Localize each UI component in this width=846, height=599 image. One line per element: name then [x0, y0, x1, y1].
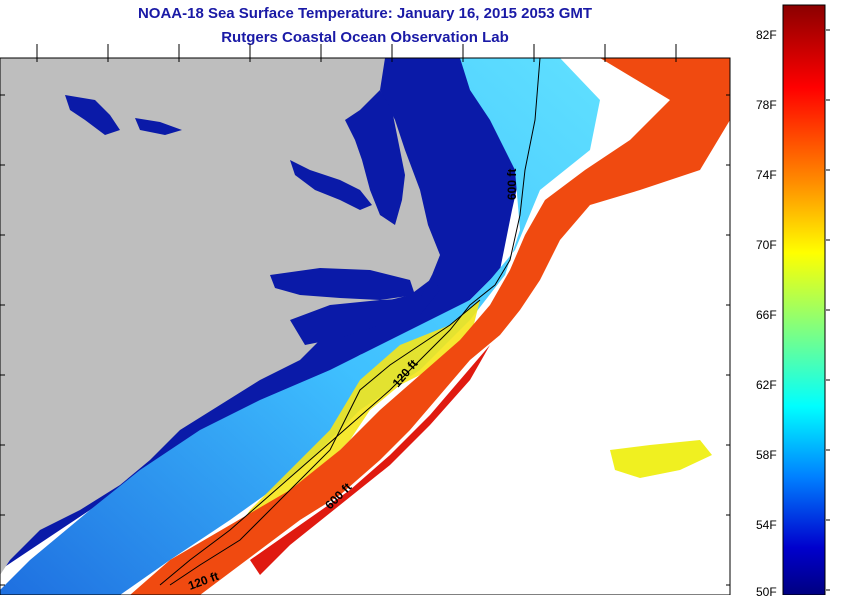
colorbar-label: 82F	[756, 28, 777, 42]
chesapeake-bay	[345, 90, 405, 225]
colorbar-label: 66F	[756, 308, 777, 322]
colorbar-label: 58F	[756, 448, 777, 462]
map-subtitle: Rutgers Coastal Ocean Observation Lab	[221, 29, 509, 46]
contour-120ft	[169, 299, 481, 586]
contour-label: 600 ft	[505, 169, 519, 200]
potomac-river	[290, 160, 372, 210]
colorbar-label: 62F	[756, 378, 777, 392]
map-frame	[0, 57, 731, 595]
gulf-stream-core	[250, 345, 490, 575]
colorbar-label: 74F	[756, 168, 777, 182]
map-title: NOAA-18 Sea Surface Temperature: January…	[137, 5, 593, 22]
colorbar-label: 54F	[756, 518, 777, 532]
axis-ticks	[0, 29, 830, 591]
contour-600ft	[159, 58, 541, 586]
colorbar-label: 50F	[756, 585, 777, 599]
colorbar-label: 70F	[756, 238, 777, 252]
warm-eddy	[610, 440, 712, 478]
lake	[65, 95, 120, 135]
gulf-stream	[130, 58, 730, 595]
albemarle-sound	[270, 268, 415, 300]
shelf-water	[0, 58, 600, 595]
colorbar	[782, 4, 826, 595]
pamlico-sound	[290, 275, 440, 345]
colorbar-label: 78F	[756, 98, 777, 112]
lake	[135, 118, 182, 135]
